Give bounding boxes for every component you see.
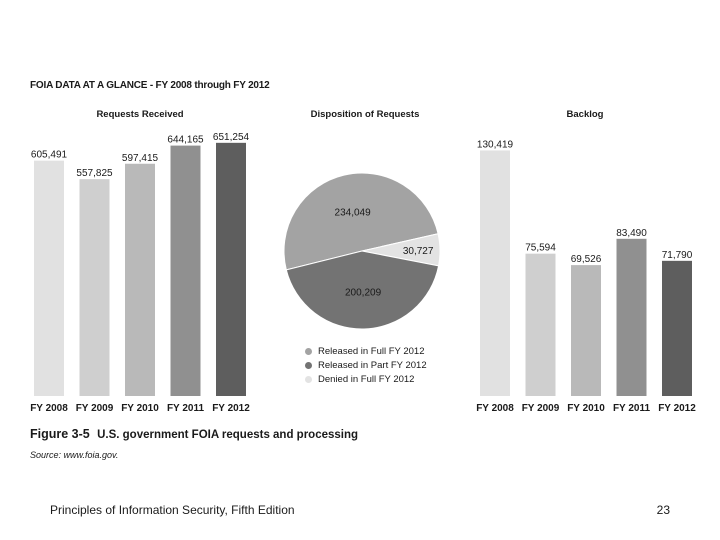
footer-book-title: Principles of Information Security, Fift… bbox=[50, 503, 295, 517]
bar-value-label: 130,419 bbox=[477, 139, 514, 150]
figure-source: Source: www.foia.gov. bbox=[30, 450, 119, 460]
figure-number: Figure 3-5 bbox=[30, 427, 90, 441]
bar-value-label: 69,526 bbox=[571, 254, 602, 265]
bar bbox=[170, 145, 201, 396]
x-tick-label: FY 2012 bbox=[212, 403, 250, 414]
figure-caption: Figure 3-5 U.S. government FOIA requests… bbox=[30, 427, 358, 441]
bar bbox=[34, 160, 64, 396]
pie-legend: Released in Full FY 2012 Released in Par… bbox=[305, 344, 427, 386]
bar bbox=[571, 265, 601, 396]
x-tick-label: FY 2009 bbox=[76, 403, 114, 414]
x-tick-label: FY 2012 bbox=[658, 403, 696, 414]
bar bbox=[216, 142, 246, 396]
bar-value-label: 651,254 bbox=[213, 132, 250, 143]
bar bbox=[662, 260, 692, 396]
bar bbox=[616, 238, 647, 396]
x-tick-label: FY 2011 bbox=[613, 403, 651, 414]
pie-slice bbox=[285, 250, 440, 330]
legend-label: Released in Full FY 2012 bbox=[318, 345, 425, 357]
disposition-title: Disposition of Requests bbox=[310, 109, 420, 120]
legend-item: Released in Part FY 2012 bbox=[305, 358, 427, 372]
x-tick-label: FY 2008 bbox=[30, 403, 68, 414]
legend-swatch bbox=[305, 361, 312, 369]
pie-value-label: 30,727 bbox=[403, 246, 434, 257]
x-tick-label: FY 2010 bbox=[567, 403, 605, 414]
bar-value-label: 83,490 bbox=[616, 228, 647, 239]
bar bbox=[79, 179, 110, 396]
legend-label: Denied in Full FY 2012 bbox=[318, 373, 415, 385]
bar-value-label: 75,594 bbox=[525, 243, 556, 254]
bar-value-label: 644,165 bbox=[167, 135, 204, 146]
x-tick-label: FY 2011 bbox=[167, 403, 205, 414]
bar-value-label: 597,415 bbox=[122, 153, 159, 164]
pie-value-label: 200,209 bbox=[345, 288, 382, 299]
x-tick-label: FY 2009 bbox=[522, 403, 560, 414]
bar bbox=[525, 253, 556, 396]
figure-caption-text: U.S. government FOIA requests and proces… bbox=[97, 429, 359, 441]
legend-swatch bbox=[305, 375, 312, 383]
legend-item: Denied in Full FY 2012 bbox=[305, 372, 427, 386]
x-tick-label: FY 2010 bbox=[121, 403, 159, 414]
pie-value-label: 234,049 bbox=[335, 208, 372, 219]
x-tick-label: FY 2008 bbox=[476, 403, 514, 414]
bar bbox=[480, 150, 510, 396]
requests-received-title: Requests Received bbox=[96, 109, 184, 120]
legend-item: Released in Full FY 2012 bbox=[305, 344, 427, 358]
bar-value-label: 605,491 bbox=[31, 150, 68, 161]
bar-value-label: 71,790 bbox=[662, 250, 693, 261]
legend-swatch bbox=[305, 347, 312, 355]
figure-title: FOIA DATA AT A GLANCE - FY 2008 through … bbox=[30, 80, 270, 91]
bar bbox=[125, 163, 155, 396]
pie-slice bbox=[283, 172, 439, 271]
bar-value-label: 557,825 bbox=[76, 168, 113, 179]
page-number: 23 bbox=[656, 503, 670, 517]
backlog-title: Backlog bbox=[566, 109, 604, 120]
legend-label: Released in Part FY 2012 bbox=[318, 359, 427, 371]
